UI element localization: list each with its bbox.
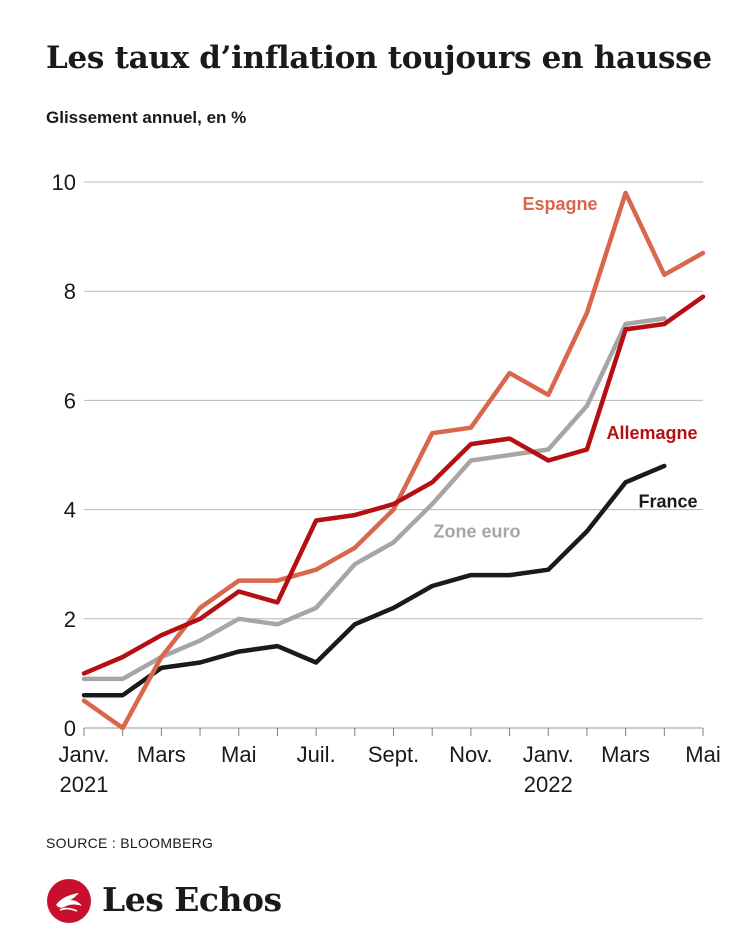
y-axis-ticks: 0 2 4 6 8 10 [52, 170, 76, 741]
y-tick-label-0: 0 [64, 716, 76, 741]
x-tick-year-label: 2022 [524, 772, 573, 797]
series-lines [81, 190, 706, 731]
x-tick-label: Mars [601, 742, 650, 767]
chart-title: Les taux d’inflation toujours en hausse [46, 40, 712, 76]
gridlines [84, 181, 703, 729]
y-tick-label-2: 2 [64, 607, 76, 632]
brand-logo-block: Les Echos [46, 878, 306, 924]
x-tick-label: Nov. [449, 742, 493, 767]
x-tick-label: Juil. [297, 742, 336, 767]
x-tick-label: Sept. [368, 742, 419, 767]
series-label-france: France [638, 491, 697, 511]
y-tick-label-10: 10 [52, 170, 76, 195]
series-label-zone-euro: Zone euro [433, 521, 520, 541]
series-line-espagne [81, 190, 706, 731]
series-line-allemagne [81, 294, 706, 676]
series-labels: Espagne Allemagne Zone euro France [433, 194, 697, 542]
series-label-allemagne: Allemagne [606, 423, 697, 443]
chart-subtitle: Glissement annuel, en % [46, 108, 247, 127]
x-tick-label: Mars [137, 742, 186, 767]
x-tick-label: Janv. [59, 742, 110, 767]
y-tick-label-6: 6 [64, 388, 76, 413]
source-note: SOURCE : BLOOMBERG [46, 835, 214, 851]
x-tick-label: Janv. [523, 742, 574, 767]
x-axis-ticks: Janv. 2021 Mars Mai Juil. Sept. Nov. Janv. 2022 M… [59, 728, 721, 797]
y-tick-label-8: 8 [64, 279, 76, 304]
x-tick-label: Mai [685, 742, 720, 767]
x-tick-label: Mai [221, 742, 256, 767]
x-tick-year-label: 2021 [60, 772, 109, 797]
y-tick-label-4: 4 [64, 498, 76, 523]
brand-name: Les Echos [102, 880, 282, 919]
series-line-zone-euro [81, 316, 667, 682]
les-echos-logo-icon [47, 879, 91, 923]
series-line-france [81, 463, 667, 698]
series-label-espagne: Espagne [522, 194, 597, 214]
